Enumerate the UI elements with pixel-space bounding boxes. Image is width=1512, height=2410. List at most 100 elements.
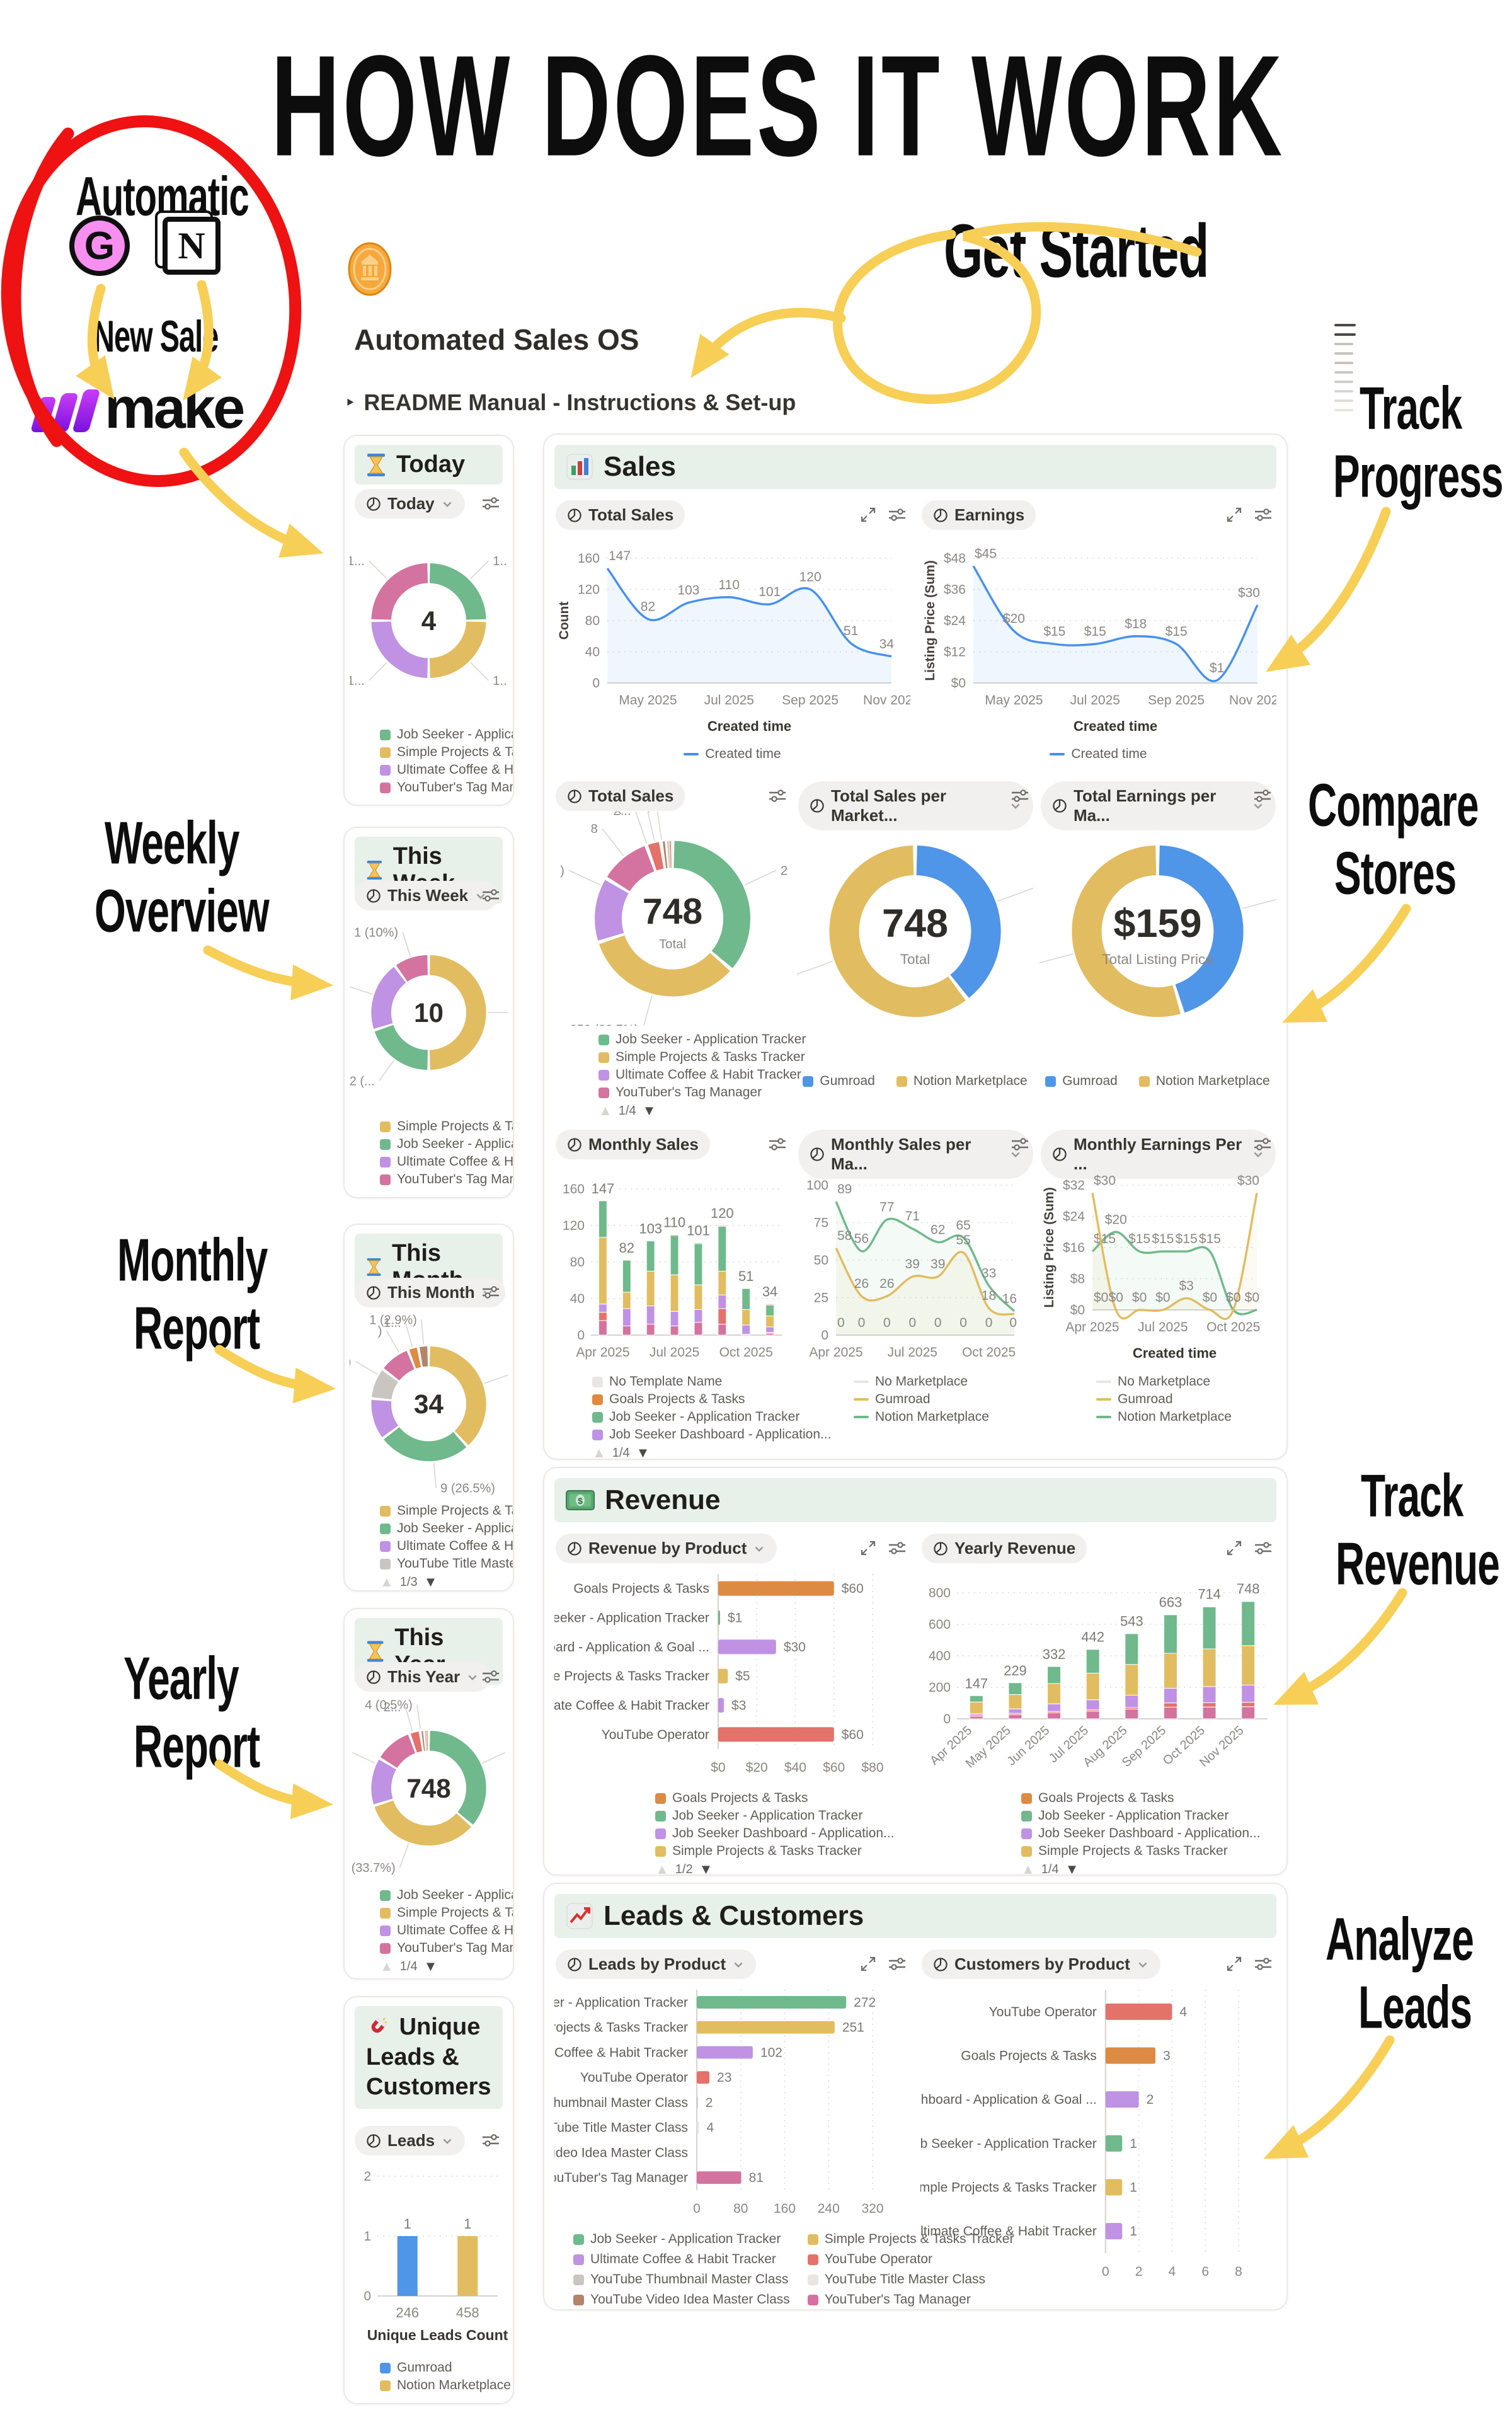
widget-title: Today <box>396 451 466 478</box>
cell-revenue-by-product: Revenue by Product $0 $20 $40 $60 $80 Goals P… <box>554 1529 910 1874</box>
legend-item: Notion Marketplace <box>896 1074 1028 1089</box>
filter-pill[interactable]: This Week <box>355 881 499 910</box>
svg-text:YouTube Operator: YouTube Operator <box>580 2070 688 2085</box>
sliders-icon[interactable] <box>1253 788 1272 804</box>
filter-pill[interactable]: This Year <box>355 1662 491 1692</box>
legend-swatch <box>854 1416 869 1418</box>
pager-up-icon[interactable]: ▲ <box>655 1861 669 1876</box>
svg-text:23: 23 <box>717 2070 731 2085</box>
legend-pager[interactable]: ▲ 1/4 ▼ <box>380 1958 513 1975</box>
pager-down-icon[interactable]: ▼ <box>642 1103 656 1118</box>
svg-text:4 (0.5%): 4 (0.5%) <box>365 1698 413 1712</box>
sliders-icon[interactable] <box>481 887 500 904</box>
legend-pager[interactable]: ▲ 1/4 ▼ <box>598 1103 806 1119</box>
svg-text:$20: $20 <box>746 1760 768 1775</box>
sliders-icon[interactable] <box>1011 788 1029 804</box>
cell-earnings-line: Earnings $0 $12 $24 $36 $48 May 2025 Jul 2025 S… <box>920 495 1276 772</box>
chart-pill[interactable]: Leads by Product <box>556 1949 757 1979</box>
pager-down-icon[interactable]: ▼ <box>636 1445 650 1460</box>
pager-up-icon[interactable]: ▲ <box>598 1103 612 1118</box>
pie-chart-icon <box>934 1541 948 1556</box>
filter-pill[interactable]: Leads <box>355 2126 466 2155</box>
svg-text:320: 320 <box>861 2201 883 2216</box>
sliders-icon[interactable] <box>768 1136 787 1152</box>
svg-text:Listing Price (Sum): Listing Price (Sum) <box>1042 1187 1057 1307</box>
readme-toggle[interactable]: ‣ README Manual - Instructions & Set-up <box>345 389 796 416</box>
filter-pill[interactable]: Today <box>355 489 465 519</box>
chart-pill[interactable]: Earnings <box>922 500 1036 530</box>
chart-pill[interactable]: Monthly Earnings Per ... <box>1041 1130 1276 1179</box>
svg-text:0: 0 <box>364 2289 371 2304</box>
this-month-donut-chart: 341 (2.9%)1...))19 (26.5%) <box>350 1311 508 1497</box>
legend-pager[interactable]: ▲ 1/4 ▼ <box>1021 1861 1261 1876</box>
annotation-new-sale: New Sale <box>93 311 219 362</box>
annotation-yearly-report-1: Yearly <box>123 1644 239 1713</box>
sliders-icon[interactable] <box>481 2132 500 2149</box>
today-legend: Job Seeker - Application... Simple Projec… <box>380 725 513 798</box>
pager-up-icon[interactable]: ▲ <box>380 1574 394 1590</box>
chart-pill[interactable]: Yearly Revenue <box>922 1534 1087 1563</box>
chart-pill[interactable]: Total Earnings per Ma... <box>1041 781 1276 830</box>
expand-icon[interactable] <box>1226 507 1242 523</box>
legend-item: Ultimate Coffee & Habit... <box>380 1923 513 1938</box>
section-leads-header: Leads & Customers <box>554 1894 1276 1938</box>
sliders-icon[interactable] <box>888 1540 907 1556</box>
legend-pager[interactable]: ▲ 1/4 ▼ <box>592 1445 832 1460</box>
svg-text:101: 101 <box>759 585 781 599</box>
expand-icon[interactable] <box>1226 1540 1242 1556</box>
legend-pager[interactable]: ▲ 1/3 ▼ <box>380 1574 513 1590</box>
legend-swatch <box>803 1076 814 1087</box>
annotation-monthly-report-1: Monthly <box>117 1225 268 1294</box>
expand-icon[interactable] <box>860 1956 876 1972</box>
legend-pager[interactable]: ▲ 1/2 ▼ <box>655 1861 895 1876</box>
pager-up-icon[interactable]: ▲ <box>380 1958 394 1974</box>
svg-text:160: 160 <box>774 2201 796 2216</box>
sliders-icon[interactable] <box>481 495 500 512</box>
sliders-icon[interactable] <box>1254 1956 1273 1972</box>
sliders-icon[interactable] <box>481 1284 500 1300</box>
legend-swatch <box>380 782 391 793</box>
page-icon[interactable] <box>348 242 392 299</box>
pager-down-icon[interactable]: ▼ <box>423 1574 438 1590</box>
chart-pill[interactable]: Customers by Product <box>922 1949 1160 1979</box>
section-revenue-header: $ Revenue <box>554 1478 1276 1522</box>
section-title: Revenue <box>605 1484 721 1515</box>
expand-icon[interactable] <box>860 507 876 523</box>
sliders-icon[interactable] <box>1254 1540 1273 1556</box>
chart-pill[interactable]: Total Sales per Market... <box>798 781 1033 830</box>
pager-up-icon[interactable]: ▲ <box>1021 1861 1035 1876</box>
chart-pill[interactable]: Monthly Sales <box>556 1130 710 1159</box>
svg-text:120: 120 <box>799 570 822 585</box>
svg-text:$80: $80 <box>861 1760 883 1775</box>
svg-text:1: 1 <box>464 2216 471 2232</box>
sliders-icon[interactable] <box>888 1956 907 1972</box>
sliders-icon[interactable] <box>768 788 787 804</box>
sliders-icon[interactable] <box>481 1668 500 1685</box>
expand-icon[interactable] <box>1226 1956 1242 1972</box>
chart-pill[interactable]: Total Sales <box>556 500 685 530</box>
page-outline-indicator[interactable] <box>1334 324 1357 418</box>
legend-swatch <box>807 2274 818 2285</box>
chart-pill[interactable]: Monthly Sales per Ma... <box>798 1130 1033 1179</box>
sliders-icon[interactable] <box>1253 1136 1272 1152</box>
pager-up-icon[interactable]: ▲ <box>592 1445 606 1460</box>
sliders-icon[interactable] <box>1254 507 1273 523</box>
pager-down-icon[interactable]: ▼ <box>423 1958 438 1974</box>
chart-pill[interactable]: Total Sales <box>556 781 685 811</box>
legend-item: Simple Projects & Tasks Tracker <box>655 1844 895 1859</box>
legend-swatch <box>380 1541 391 1552</box>
pager-down-icon[interactable]: ▼ <box>699 1861 713 1876</box>
svg-text:$1: $1 <box>1210 661 1224 675</box>
pager-down-icon[interactable]: ▼ <box>1065 1861 1079 1876</box>
filter-pill[interactable]: This Month <box>355 1278 505 1307</box>
legend-item: Job Seeker - Application... <box>380 727 513 742</box>
expand-icon[interactable] <box>860 1540 876 1556</box>
sliders-icon[interactable] <box>1011 1136 1029 1152</box>
chart-pill[interactable]: Revenue by Product <box>556 1534 777 1563</box>
legend-swatch <box>598 1052 609 1063</box>
svg-text:$0: $0 <box>1155 1290 1170 1305</box>
legend-swatch <box>380 1139 391 1150</box>
sliders-icon[interactable] <box>888 507 907 523</box>
